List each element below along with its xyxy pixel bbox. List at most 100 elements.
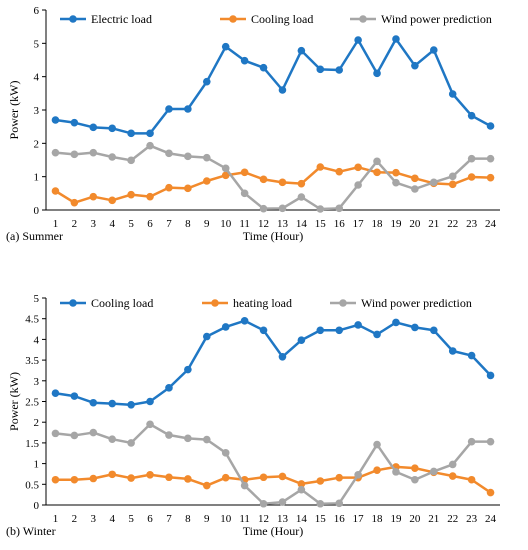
x-tick-label: 15: [315, 513, 327, 525]
data-point: [89, 474, 98, 483]
y-tick-label: 2.5: [25, 397, 39, 409]
data-point: [278, 178, 287, 187]
data-point: [221, 42, 230, 51]
data-point: [89, 398, 98, 407]
data-point: [127, 474, 135, 482]
x-tick-label: 10: [220, 513, 232, 525]
x-tick-label: 20: [409, 513, 421, 525]
x-tick-label: 13: [277, 218, 289, 230]
data-point: [316, 205, 325, 213]
x-tick-label: 8: [185, 218, 191, 230]
legend-swatch-marker: [359, 15, 367, 23]
data-point: [108, 153, 117, 161]
data-point: [240, 481, 249, 490]
data-point: [184, 184, 192, 193]
data-point: [127, 129, 135, 138]
data-point: [221, 323, 230, 331]
y-tick-label: 3: [34, 376, 40, 388]
data-point: [165, 384, 173, 392]
data-point: [70, 198, 79, 207]
data-point: [429, 467, 438, 476]
x-tick-label: 18: [372, 513, 384, 525]
x-tick-label: 23: [466, 218, 478, 230]
x-tick-label: 11: [239, 513, 250, 525]
data-point: [297, 179, 306, 188]
data-point: [448, 90, 457, 98]
data-point: [165, 183, 173, 192]
legend-swatch-marker: [211, 299, 219, 307]
x-tick-label: 1: [53, 218, 59, 230]
data-point: [297, 46, 306, 55]
data-point: [127, 156, 135, 165]
legend-label: Wind power prediction: [361, 296, 472, 310]
data-point: [51, 148, 60, 157]
chart-winter: 00.511.522.533.544.551 2 3 4 5 6 7 8 9 10 11 12 13 14…: [6, 293, 500, 538]
data-point: [259, 326, 268, 335]
data-point: [373, 157, 381, 166]
data-point: [335, 204, 344, 213]
data-point: [373, 440, 381, 449]
x-tick-label: 2: [72, 513, 78, 525]
x-tick-label: 15: [315, 218, 327, 230]
data-point: [51, 475, 60, 484]
data-point: [297, 336, 306, 345]
x-tick-label: 22: [447, 218, 458, 230]
data-point: [486, 154, 495, 163]
data-point: [335, 499, 344, 508]
x-tick-label: 16: [334, 218, 346, 230]
x-tick-label: 19: [390, 513, 402, 525]
y-tick-label: 2: [34, 138, 40, 150]
data-point: [335, 473, 344, 482]
data-point: [373, 69, 381, 78]
data-point: [411, 61, 419, 70]
data-point: [411, 174, 419, 183]
data-point: [259, 499, 268, 508]
data-point: [392, 168, 400, 177]
data-point: [429, 46, 438, 54]
x-tick-label: 24: [485, 513, 497, 525]
data-point: [392, 35, 400, 43]
data-point: [486, 437, 495, 446]
series-line: [55, 465, 492, 494]
data-point: [392, 178, 400, 187]
x-tick-label: 18: [372, 218, 384, 230]
data-point: [354, 321, 362, 329]
panel-caption: (b) Winter: [6, 524, 56, 538]
x-tick-label: 9: [204, 218, 210, 230]
x-tick-label: 5: [128, 513, 134, 525]
x-tick-label: 4: [109, 218, 115, 230]
data-point: [165, 149, 173, 158]
data-point: [278, 204, 287, 213]
data-point: [202, 332, 211, 341]
data-point: [259, 204, 268, 213]
y-tick-label: 5: [34, 293, 40, 305]
data-point: [411, 475, 419, 484]
y-axis-title: Power (kW): [7, 372, 21, 431]
x-tick-label: 12: [258, 513, 269, 525]
data-point: [202, 153, 211, 162]
x-tick-label: 7: [166, 513, 172, 525]
data-point: [184, 434, 192, 443]
data-point: [146, 397, 154, 406]
data-point: [89, 192, 98, 201]
x-tick-label: 3: [91, 218, 97, 230]
data-point: [354, 36, 362, 44]
y-tick-label: 6: [34, 5, 40, 17]
data-point: [448, 472, 457, 480]
data-point: [486, 173, 495, 182]
data-point: [297, 480, 306, 488]
data-point: [202, 77, 211, 86]
data-point: [335, 326, 344, 335]
data-point: [467, 351, 476, 360]
x-tick-label: 13: [277, 513, 289, 525]
legend-label: Wind power prediction: [381, 12, 492, 26]
data-point: [411, 464, 419, 472]
data-point: [278, 498, 287, 506]
y-tick-label: 1: [34, 459, 40, 471]
data-point: [89, 123, 98, 132]
legend-label: Cooling load: [251, 12, 313, 26]
x-tick-label: 9: [204, 513, 210, 525]
data-point: [316, 477, 325, 485]
data-point: [278, 86, 287, 94]
